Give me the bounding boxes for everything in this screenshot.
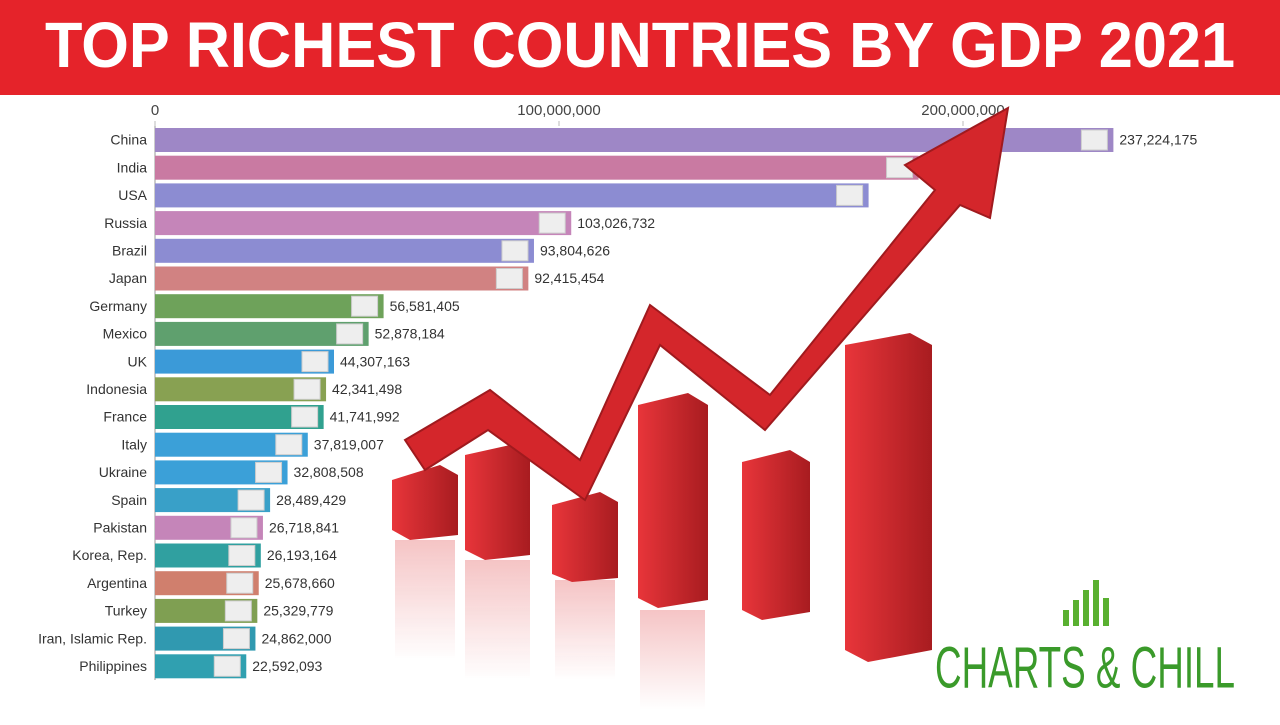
value-label: 103,026,732 [577,215,655,231]
value-label: 44,307,163 [340,353,410,369]
category-label: Indonesia [86,381,147,397]
flag [255,461,283,483]
value-label: 237,224,175 [1119,132,1197,148]
value-label: 41,741,992 [330,409,400,425]
bar [155,211,572,236]
category-label: Russia [104,215,147,231]
value-label: 56,581,405 [390,298,460,314]
category-label: Pakistan [93,520,147,536]
flag [351,295,379,317]
x-tick-label: 0 [151,102,159,119]
bar [155,294,384,319]
flag [538,212,566,234]
bar [155,321,369,346]
header-band [0,0,1280,95]
flag [228,545,256,566]
category-label: USA [118,187,147,203]
value-label: 26,718,841 [269,520,339,536]
category-label: Korea, Rep. [72,547,147,563]
category-label: Iran, Islamic Rep. [38,630,147,646]
category-label: China [110,132,147,148]
flag [836,184,864,206]
category-label: Germany [89,298,147,314]
value-label: 37,819,007 [314,436,384,452]
category-label: UK [128,353,148,369]
flag [293,378,321,400]
flag [226,572,254,594]
flag [222,628,250,650]
x-tick-label: 200,000,000 [921,102,1004,119]
flag [301,351,329,373]
value-label: 24,862,000 [261,630,331,646]
category-label: Turkey [105,603,147,619]
value-label: 25,329,779 [263,603,333,619]
bar [155,155,919,180]
flag [237,489,265,511]
category-label: Brazil [112,243,147,259]
category-label: Italy [121,436,147,452]
value-label: 93,804,626 [540,243,610,259]
logo: CHARTS & CHILL [935,635,1235,700]
category-label: Ukraine [99,464,147,480]
flag [1080,129,1108,151]
category-label: France [103,409,147,425]
value-label: 28,489,429 [276,492,346,508]
flag [230,517,258,539]
value-label: 92,415,454 [534,270,604,286]
flag [275,434,303,456]
category-label: Philippines [79,658,147,674]
flag [224,600,252,622]
value-label: 52,878,184 [375,326,445,342]
value-label: 42,341,498 [332,381,402,397]
value-label: 22,592,093 [252,658,322,674]
x-tick-label: 100,000,000 [517,102,600,119]
bar [155,238,534,263]
bar [155,183,869,208]
bar [155,266,529,291]
flag [213,655,241,677]
category-label: Mexico [103,326,148,342]
value-label: 32,808,508 [294,464,364,480]
bars: 0 100,000,000 200,000,000 China 237,224,175 I… [38,102,1197,680]
category-label: Spain [111,492,147,508]
category-label: Argentina [87,575,147,591]
flag [501,240,529,262]
flag [291,406,319,428]
decoration [392,106,1109,710]
category-label: Japan [109,270,147,286]
value-label: 25,678,660 [265,575,335,591]
category-label: India [117,159,148,175]
chart-title: TOP RICHEST COUNTRIES BY GDP 2021 [45,9,1235,81]
value-label: 26,193,164 [267,547,337,563]
flag [336,323,364,345]
flag [495,268,523,289]
